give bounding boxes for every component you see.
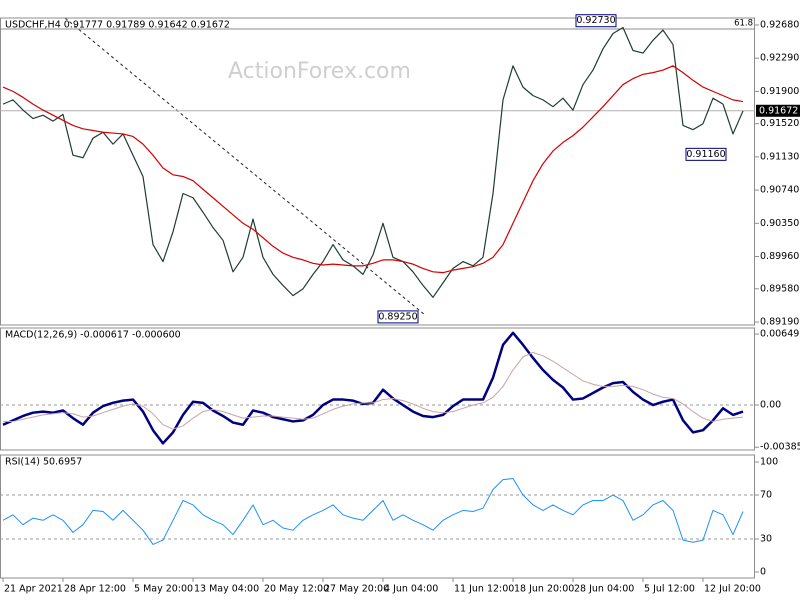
series-line	[2, 65, 744, 274]
y-tick-label: 0.00649	[760, 329, 799, 340]
price-annotation-box	[685, 147, 727, 161]
x-tick-label: 28 Apr 12:00	[64, 584, 126, 595]
price-annotation-box	[575, 14, 617, 28]
y-tick-label: 100	[760, 457, 778, 468]
x-tick-label: 4 Jun 04:00	[384, 584, 438, 595]
y-tick-label: 0	[760, 566, 766, 577]
panel-title: RSI(14) 50.6957	[5, 457, 82, 468]
price-annotation: 0.92730	[576, 15, 615, 26]
x-tick-label: 21 Apr 2021	[4, 584, 63, 595]
y-tick-label: 0.89580	[760, 283, 799, 294]
panel-title: USDCHF,H4 0.91777 0.91789 0.91642 0.9167…	[5, 20, 230, 31]
x-tick-label: 5 May 20:00	[134, 584, 193, 595]
y-tick-label: 0.89960	[760, 251, 799, 262]
y-tick-label: 70	[760, 490, 772, 501]
x-tick-label: 27 May 20:00	[324, 584, 389, 595]
watermark: ActionForex.com	[228, 59, 411, 84]
y-tick-label: 0.92680	[760, 19, 799, 30]
x-tick-label: 18 Jun 20:00	[514, 584, 574, 595]
x-tick-label: 5 Jul 12:00	[644, 584, 695, 595]
series-line	[3, 352, 744, 430]
y-tick-label: 0.91900	[760, 86, 799, 97]
panel-frame	[0, 454, 755, 579]
x-tick-label: 13 May 04:00	[194, 584, 259, 595]
x-tick-label: 28 Jun 04:00	[574, 584, 634, 595]
x-tick-label: 12 Jul 20:00	[704, 584, 761, 595]
series-line	[2, 478, 744, 545]
last-price-box	[756, 104, 800, 117]
price-annotation: 0.89250	[378, 311, 417, 322]
x-tick-label: 11 Jun 12:00	[454, 584, 514, 595]
price-annotation: 0.91160	[686, 149, 725, 160]
y-tick-label: 30	[760, 533, 772, 544]
price-annotation-box	[377, 310, 419, 324]
y-tick-label: 0.91130	[760, 151, 799, 162]
x-tick-label: 20 May 12:00	[264, 584, 329, 595]
series-line	[2, 26, 744, 298]
y-tick-label: 0.00	[760, 400, 781, 411]
y-tick-label: 0.92290	[760, 53, 799, 64]
y-tick-label: 0.90740	[760, 185, 799, 196]
panel-frame	[0, 17, 755, 326]
panel-title: MACD(12,26,9) -0.000617 -0.000600	[5, 330, 181, 341]
y-tick-label: 0.91520	[760, 118, 799, 129]
y-tick-label: -0.003855	[760, 442, 800, 453]
y-tick-label: 0.90350	[760, 218, 799, 229]
last-price-label: 0.91672	[759, 105, 798, 116]
y-tick-label: 0.89190	[760, 317, 799, 328]
panel-frame	[0, 327, 755, 451]
fib-label: 61.8	[734, 18, 753, 28]
